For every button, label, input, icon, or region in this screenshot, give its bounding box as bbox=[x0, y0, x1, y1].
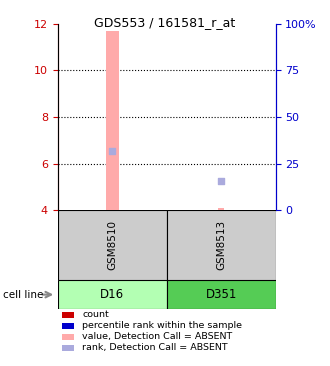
Point bbox=[110, 148, 115, 154]
Text: percentile rank within the sample: percentile rank within the sample bbox=[82, 321, 243, 330]
Text: D351: D351 bbox=[205, 288, 237, 301]
Bar bbox=[58, 210, 167, 280]
Bar bbox=[167, 210, 276, 280]
Bar bbox=[106, 31, 119, 210]
Text: rank, Detection Call = ABSENT: rank, Detection Call = ABSENT bbox=[82, 343, 228, 352]
Text: GSM8513: GSM8513 bbox=[216, 220, 226, 270]
Bar bbox=[218, 208, 224, 210]
Text: cell line: cell line bbox=[3, 290, 44, 300]
Bar bbox=[167, 280, 276, 309]
Text: D16: D16 bbox=[100, 288, 124, 301]
Text: GDS553 / 161581_r_at: GDS553 / 161581_r_at bbox=[94, 16, 236, 30]
Text: count: count bbox=[82, 310, 109, 319]
Point bbox=[218, 178, 224, 184]
Text: value, Detection Call = ABSENT: value, Detection Call = ABSENT bbox=[82, 332, 233, 341]
Bar bbox=[58, 280, 167, 309]
Text: GSM8510: GSM8510 bbox=[107, 220, 117, 270]
